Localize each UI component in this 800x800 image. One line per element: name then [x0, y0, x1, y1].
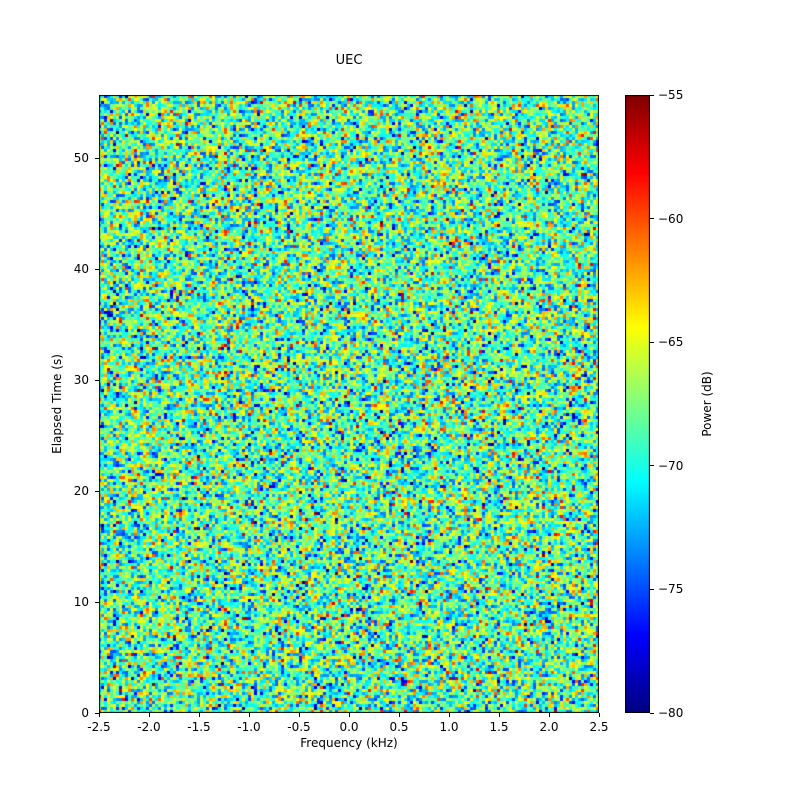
x-tick-mark — [198, 713, 200, 717]
y-tick-label: 20 — [73, 484, 89, 499]
colorbar-tick-mark — [650, 465, 654, 467]
x-tick-label: 1.5 — [489, 720, 509, 734]
y-tick-mark — [95, 157, 99, 159]
y-tick-label: 50 — [73, 151, 89, 166]
colorbar-gradient — [625, 95, 650, 713]
y-tick-label: 30 — [73, 373, 89, 388]
colorbar-tick-label: −80 — [658, 706, 684, 720]
x-tick-label: 0.5 — [389, 720, 409, 734]
x-tick-mark — [98, 713, 100, 717]
x-tick-label: -1.5 — [187, 720, 211, 734]
colorbar-tick-mark — [650, 341, 654, 343]
x-tick-mark — [598, 713, 600, 717]
x-tick-label: -2.0 — [137, 720, 161, 734]
x-tick-mark — [498, 713, 500, 717]
colorbar-tick-mark — [650, 94, 654, 96]
x-tick-mark — [148, 713, 150, 717]
x-axis-label: Frequency (kHz) — [300, 736, 398, 750]
x-tick-mark — [448, 713, 450, 717]
y-tick-mark — [95, 601, 99, 603]
y-axis-label: Elapsed Time (s) — [50, 354, 64, 454]
y-tick-mark — [95, 712, 99, 714]
y-tick-mark — [95, 268, 99, 270]
x-tick-label: -0.5 — [287, 720, 311, 734]
y-tick-label: 40 — [73, 262, 89, 277]
x-tick-label: 0.0 — [339, 720, 359, 734]
x-tick-label: -1.0 — [237, 720, 261, 734]
x-tick-label: 1.0 — [439, 720, 459, 734]
colorbar-label: Power (dB) — [700, 371, 714, 437]
colorbar-tick-mark — [650, 712, 654, 714]
colorbar-tick-label: −65 — [658, 335, 684, 350]
y-tick-label: 10 — [73, 595, 89, 610]
x-tick-mark — [248, 713, 250, 717]
y-tick-mark — [95, 379, 99, 381]
spectrogram-heatmap — [99, 95, 599, 713]
colorbar-tick-mark — [650, 218, 654, 220]
x-tick-label: -2.5 — [87, 720, 111, 734]
figure-title: UEC — [335, 53, 363, 68]
colorbar-tick-label: −75 — [658, 582, 684, 597]
x-tick-mark — [348, 713, 350, 717]
x-tick-label: 2.5 — [589, 720, 609, 734]
x-tick-label: 2.0 — [539, 720, 559, 734]
x-tick-mark — [298, 713, 300, 717]
x-tick-mark — [398, 713, 400, 717]
colorbar-tick-mark — [650, 588, 654, 590]
colorbar-tick-label: −60 — [658, 211, 684, 226]
y-tick-label: 0 — [81, 706, 89, 720]
y-tick-mark — [95, 490, 99, 492]
x-tick-mark — [548, 713, 550, 717]
colorbar-tick-label: −55 — [658, 88, 684, 102]
colorbar-tick-label: −70 — [658, 458, 684, 473]
